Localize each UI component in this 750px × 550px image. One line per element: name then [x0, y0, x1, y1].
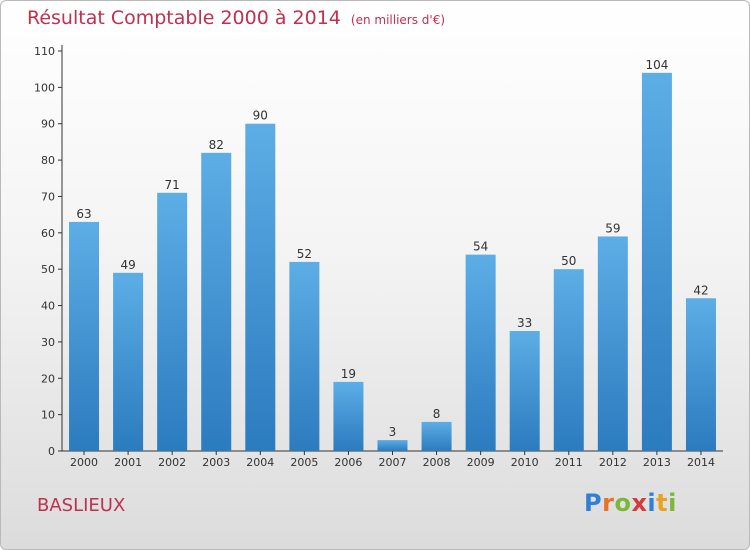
x-tick-label: 2010 [511, 456, 539, 469]
data-label: 71 [165, 178, 180, 192]
data-label: 19 [341, 367, 356, 381]
x-tick-label: 2006 [334, 456, 362, 469]
y-tick-label: 50 [41, 263, 55, 276]
data-labels: 63 49 71 82 90 52 19 3 8 54 33 50 59 104 42 [76, 58, 708, 439]
bar [685, 298, 716, 451]
y-tick-label: 30 [41, 336, 55, 349]
data-label: 104 [645, 58, 668, 72]
proxiti-logo: Proxiti [584, 489, 677, 517]
data-label: 50 [561, 254, 576, 268]
data-label: 54 [473, 240, 488, 254]
bar [421, 421, 452, 451]
bar [597, 236, 628, 451]
bar [201, 152, 232, 451]
y-tick-label: 90 [41, 118, 55, 131]
logo-letter: P [584, 489, 603, 517]
bar [245, 123, 276, 452]
x-tick-label: 2003 [202, 456, 230, 469]
data-label: 63 [76, 207, 91, 221]
x-tick-label: 2009 [467, 456, 495, 469]
data-label: 49 [120, 258, 135, 272]
bars [69, 72, 716, 452]
y-tick-label: 10 [41, 409, 55, 422]
bar [333, 381, 364, 451]
bar [157, 192, 188, 451]
chart-title: Résultat Comptable 2000 à 2014 [27, 7, 341, 29]
logo-letter: t [656, 489, 669, 517]
y-tick-label: 0 [48, 445, 55, 458]
data-label: 59 [605, 221, 620, 235]
x-tick-label: 2008 [423, 456, 451, 469]
logo-letter: o [614, 489, 632, 517]
y-tick-label: 70 [41, 190, 55, 203]
commune-name: BASLIEUX [37, 495, 126, 516]
chart-subtitle: (en milliers d'€) [350, 13, 446, 27]
data-label: 33 [517, 316, 532, 330]
logo-letter: r [602, 489, 615, 517]
logo-letter: i [647, 489, 657, 517]
data-label: 52 [297, 247, 312, 261]
bar-chart: 0 10 20 30 40 50 60 70 80 90 100 110 63 49 71 82 90 52 19… [34, 45, 723, 469]
x-tick-label: 2000 [70, 456, 98, 469]
logo-letter: x [631, 489, 648, 517]
x-tick-label: 2013 [643, 456, 671, 469]
y-tick-label: 60 [41, 227, 55, 240]
x-tick-label: 2014 [687, 456, 715, 469]
x-tick-label: 2012 [599, 456, 627, 469]
x-tick-label: 2001 [114, 456, 142, 469]
x-tick-label: 2002 [158, 456, 186, 469]
data-label: 8 [433, 407, 441, 421]
y-tick-label: 110 [34, 45, 55, 58]
bar [641, 72, 672, 452]
x-tick-label: 2005 [290, 456, 318, 469]
data-label: 42 [693, 283, 708, 297]
x-tick-labels: 2000 2001 2002 2003 2004 2005 2006 2007 2008 2009… [70, 451, 715, 469]
bar [289, 261, 320, 451]
bar [553, 269, 584, 451]
x-tick-label: 2007 [379, 456, 407, 469]
y-tick-label: 100 [34, 81, 55, 94]
bar [113, 272, 144, 451]
data-label: 3 [389, 425, 397, 439]
logo-letter: i [668, 489, 677, 517]
bar [69, 221, 100, 451]
y-tick-label: 80 [41, 154, 55, 167]
y-tick-label: 40 [41, 300, 55, 313]
title-row: Résultat Comptable 2000 à 2014 (en millie… [27, 7, 445, 29]
bar [377, 440, 408, 451]
bar [465, 254, 496, 451]
x-tick-label: 2011 [555, 456, 583, 469]
y-tick-label: 20 [41, 372, 55, 385]
data-label: 90 [253, 109, 268, 123]
x-tick-label: 2004 [246, 456, 274, 469]
bar [509, 331, 540, 451]
data-label: 82 [209, 138, 224, 152]
